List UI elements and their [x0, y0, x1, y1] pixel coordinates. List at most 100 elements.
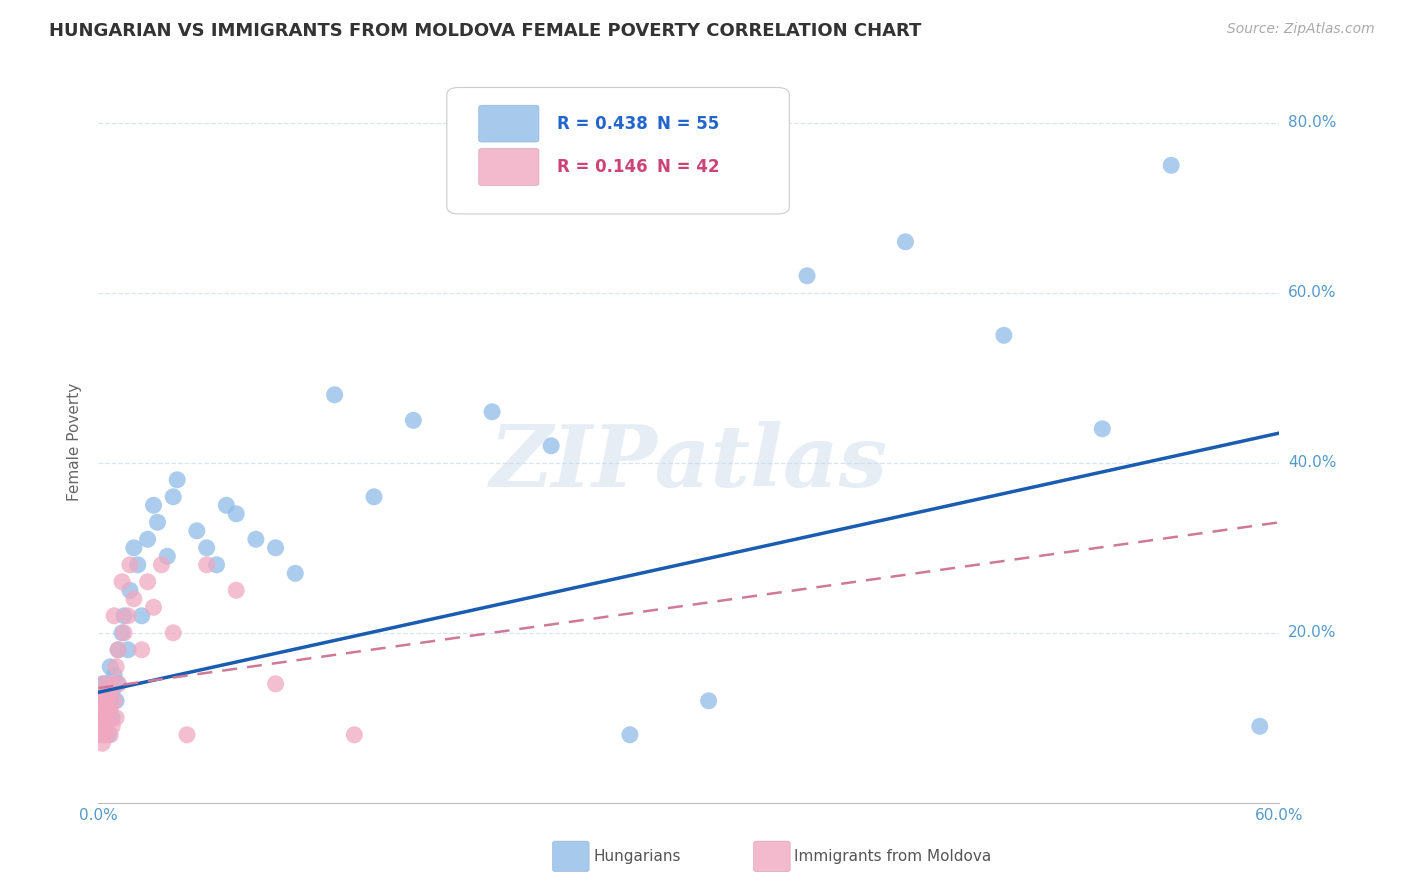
- Point: [89, 694, 111, 708]
- FancyBboxPatch shape: [478, 105, 538, 142]
- Point: [103, 668, 125, 682]
- Point: [156, 549, 179, 564]
- Point: [105, 694, 128, 708]
- Point: [98, 685, 121, 699]
- Point: [117, 642, 139, 657]
- Point: [343, 728, 366, 742]
- Point: [122, 591, 145, 606]
- Point: [176, 728, 198, 742]
- Point: [118, 583, 141, 598]
- Point: [993, 328, 1015, 343]
- Point: [97, 694, 120, 708]
- Text: 80.0%: 80.0%: [1288, 115, 1336, 130]
- Text: 40.0%: 40.0%: [1288, 455, 1336, 470]
- Point: [796, 268, 818, 283]
- Point: [96, 677, 118, 691]
- Point: [195, 541, 218, 555]
- Point: [142, 498, 165, 512]
- Point: [118, 558, 141, 572]
- Point: [166, 473, 188, 487]
- Point: [205, 558, 228, 572]
- Point: [97, 711, 120, 725]
- Point: [96, 702, 118, 716]
- Point: [1160, 158, 1182, 172]
- FancyBboxPatch shape: [447, 87, 789, 214]
- Point: [150, 558, 173, 572]
- Point: [93, 728, 115, 742]
- Point: [136, 533, 159, 547]
- Text: 60.0%: 60.0%: [1288, 285, 1336, 301]
- Point: [89, 728, 111, 742]
- Point: [402, 413, 425, 427]
- Point: [93, 694, 115, 708]
- Point: [264, 541, 287, 555]
- Point: [101, 677, 124, 691]
- Point: [894, 235, 917, 249]
- Point: [131, 642, 153, 657]
- Text: 20.0%: 20.0%: [1288, 625, 1336, 640]
- Point: [103, 608, 125, 623]
- Point: [101, 711, 124, 725]
- Point: [91, 685, 114, 699]
- Point: [93, 711, 115, 725]
- Point: [101, 719, 124, 733]
- Point: [91, 677, 114, 691]
- Point: [1249, 719, 1271, 733]
- Point: [89, 694, 111, 708]
- Point: [107, 642, 129, 657]
- Text: R = 0.438: R = 0.438: [557, 115, 647, 133]
- Point: [195, 558, 218, 572]
- Point: [96, 694, 118, 708]
- Text: Immigrants from Moldova: Immigrants from Moldova: [794, 849, 991, 863]
- Text: R = 0.146: R = 0.146: [557, 158, 647, 176]
- Point: [245, 533, 267, 547]
- Point: [481, 405, 503, 419]
- Text: ZIPatlas: ZIPatlas: [489, 421, 889, 505]
- Point: [136, 574, 159, 589]
- Point: [107, 677, 129, 691]
- Point: [142, 600, 165, 615]
- Point: [89, 711, 111, 725]
- Point: [363, 490, 385, 504]
- Point: [96, 685, 118, 699]
- Point: [93, 702, 115, 716]
- Point: [127, 558, 149, 572]
- Y-axis label: Female Poverty: Female Poverty: [67, 383, 83, 500]
- Point: [105, 660, 128, 674]
- Point: [619, 728, 641, 742]
- Point: [91, 711, 114, 725]
- Point: [89, 711, 111, 725]
- Point: [186, 524, 208, 538]
- Point: [98, 660, 121, 674]
- Point: [112, 608, 135, 623]
- Point: [96, 711, 118, 725]
- Point: [91, 728, 114, 742]
- Point: [98, 702, 121, 716]
- Point: [93, 685, 115, 699]
- Point: [111, 574, 134, 589]
- Point: [162, 625, 184, 640]
- Point: [105, 711, 128, 725]
- Point: [107, 677, 129, 691]
- Point: [225, 583, 247, 598]
- Point: [91, 702, 114, 716]
- Point: [146, 516, 169, 530]
- Point: [215, 498, 238, 512]
- Text: Source: ZipAtlas.com: Source: ZipAtlas.com: [1227, 22, 1375, 37]
- Text: HUNGARIAN VS IMMIGRANTS FROM MOLDOVA FEMALE POVERTY CORRELATION CHART: HUNGARIAN VS IMMIGRANTS FROM MOLDOVA FEM…: [49, 22, 921, 40]
- Point: [122, 541, 145, 555]
- FancyBboxPatch shape: [478, 149, 538, 186]
- Point: [97, 702, 120, 716]
- Point: [323, 388, 346, 402]
- Point: [264, 677, 287, 691]
- Text: Hungarians: Hungarians: [593, 849, 681, 863]
- Point: [131, 608, 153, 623]
- Point: [98, 728, 121, 742]
- Point: [97, 728, 120, 742]
- Point: [101, 685, 124, 699]
- Point: [91, 736, 114, 750]
- Text: N = 42: N = 42: [657, 158, 720, 176]
- Point: [93, 719, 115, 733]
- Point: [117, 608, 139, 623]
- Point: [96, 719, 118, 733]
